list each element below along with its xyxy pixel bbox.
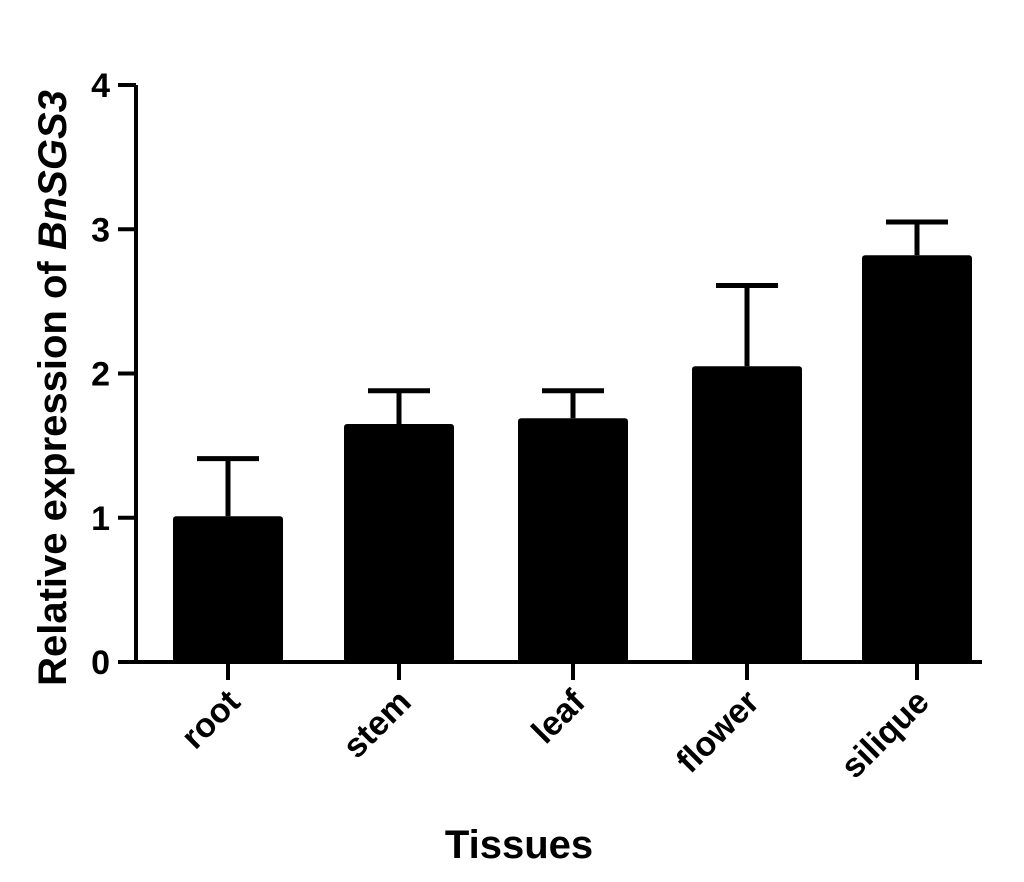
y-tick-label: 4 [91, 67, 110, 105]
bars-group [173, 255, 972, 662]
x-axis-title: Tissues [445, 823, 593, 867]
x-ticks-group: root stem leaf flower silique [174, 662, 937, 786]
y-tick-label: 2 [91, 356, 110, 394]
x-tick-label-leaf: leaf [524, 682, 593, 751]
y-tick-label: 3 [91, 211, 110, 249]
y-axis-title: Relative expression of BnSGS3 [31, 90, 75, 686]
y-axis-title-prefix: Relative expression of [31, 250, 75, 686]
x-tick-label-stem: stem [336, 683, 419, 766]
y-tick-label: 0 [91, 644, 110, 682]
error-bars-group [197, 219, 948, 517]
bar-stem [344, 423, 454, 662]
bar-root [173, 516, 283, 662]
bar-leaf [518, 418, 628, 662]
bar-flower [692, 366, 802, 662]
y-ticks-group: 0 1 2 3 4 [91, 67, 136, 682]
bar-silique [862, 255, 972, 662]
y-axis-title-gene: BnSGS3 [31, 90, 75, 250]
x-tick-label-silique: silique [834, 683, 937, 786]
x-tick-label-flower: flower [669, 683, 767, 781]
y-tick-label: 1 [91, 500, 110, 538]
x-tick-label-root: root [174, 683, 248, 757]
